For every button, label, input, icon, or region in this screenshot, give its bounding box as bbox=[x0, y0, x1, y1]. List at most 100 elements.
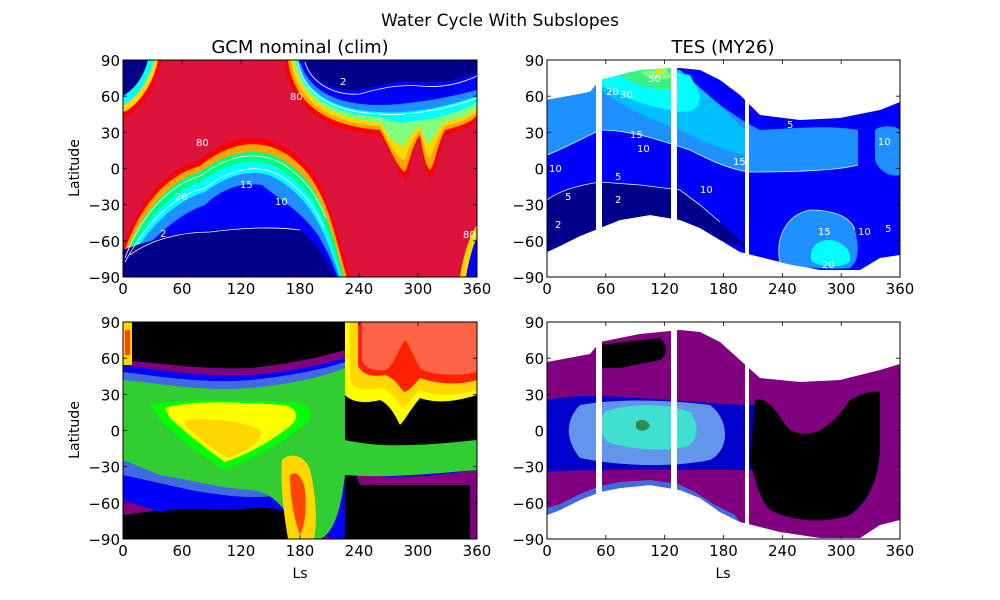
contour-label: 2 bbox=[615, 195, 621, 206]
y-tick-label: −30 bbox=[88, 197, 120, 215]
panel-tes: TES (MY26) 50 30 20 bbox=[512, 37, 914, 298]
figure-title: Water Cycle With Subslopes bbox=[381, 11, 619, 31]
contour-label: 80 bbox=[290, 92, 303, 103]
contour-label: 80 bbox=[196, 138, 209, 149]
contour-label: 5 bbox=[787, 120, 793, 131]
x-tick-label: 60 bbox=[596, 542, 615, 560]
contour-line bbox=[129, 227, 301, 256]
x-tick-label: 240 bbox=[345, 542, 374, 560]
field-yellow-peak bbox=[655, 69, 664, 75]
xlabel-bottom-right: Ls bbox=[715, 566, 730, 582]
y-tick-label: −30 bbox=[512, 197, 544, 215]
field-south-low bbox=[123, 227, 335, 277]
x-tick-label: 0 bbox=[118, 542, 128, 560]
x-tick-label: 120 bbox=[650, 280, 679, 298]
contour-line bbox=[124, 168, 325, 263]
ylabel-top: Latitude bbox=[67, 139, 83, 197]
contour-label: 5 bbox=[885, 224, 891, 235]
x-tick-label: 60 bbox=[172, 542, 191, 560]
y-tick-label: 60 bbox=[101, 350, 120, 368]
x-tick-label: 240 bbox=[345, 280, 374, 298]
x-tick-label: 240 bbox=[768, 280, 797, 298]
field-south-orange bbox=[290, 473, 306, 535]
contour-label: 10 bbox=[275, 197, 288, 208]
data-gap bbox=[671, 60, 677, 277]
x-tick-label: 120 bbox=[227, 542, 256, 560]
x-tick-label: 240 bbox=[768, 542, 797, 560]
y-tick-label: 90 bbox=[525, 314, 544, 332]
xlabel-bottom-left: Ls bbox=[292, 566, 307, 582]
contour-label: 20 bbox=[822, 260, 835, 271]
x-tick-label: 180 bbox=[709, 542, 738, 560]
heatmap-tes: 50 30 20 15 10 10 5 2 2 5 15 10 5 15 20 … bbox=[547, 60, 900, 277]
x-tick-label: 0 bbox=[542, 542, 552, 560]
y-tick-label: −30 bbox=[512, 459, 544, 477]
contour-line bbox=[547, 129, 859, 173]
y-tick-label: −30 bbox=[88, 459, 120, 477]
contour-line bbox=[778, 209, 856, 263]
panel-title-tes: TES (MY26) bbox=[671, 37, 775, 58]
contour-line bbox=[297, 61, 477, 115]
y-tick-label: 90 bbox=[101, 52, 120, 70]
x-tick-label: 180 bbox=[286, 280, 315, 298]
y-tick-label: 0 bbox=[534, 161, 544, 179]
panel-gcm-nominal: GCM nominal (clim) bbox=[88, 37, 491, 298]
y-tick-label: 30 bbox=[525, 124, 544, 142]
field-south-cyan bbox=[810, 240, 851, 267]
y-tick-label: 90 bbox=[101, 314, 120, 332]
x-tick-label: 60 bbox=[172, 280, 191, 298]
heatmap-tes-bottom bbox=[547, 322, 900, 539]
x-tick-label: 180 bbox=[286, 542, 315, 560]
y-tick-label: −60 bbox=[88, 495, 120, 513]
contour-label: 10 bbox=[700, 185, 713, 196]
x-tick-label: 360 bbox=[886, 542, 915, 560]
data-gap bbox=[596, 60, 602, 277]
x-tick-label: 360 bbox=[463, 542, 492, 560]
contour-label: 10 bbox=[637, 144, 650, 155]
y-tick-label: −60 bbox=[512, 233, 544, 251]
contour-label: 5 bbox=[615, 172, 621, 183]
field-gold bbox=[185, 419, 261, 458]
data-gap bbox=[671, 322, 677, 539]
data-gap bbox=[596, 322, 602, 539]
contour-label: 80 bbox=[463, 230, 476, 241]
x-tick-label: 300 bbox=[827, 280, 856, 298]
y-tick-label: 30 bbox=[525, 386, 544, 404]
field-north-left-low bbox=[123, 60, 148, 96]
data-gap bbox=[745, 60, 749, 277]
contour-label: 2 bbox=[555, 220, 561, 231]
y-tick-label: −90 bbox=[88, 531, 120, 549]
x-tick-label: 120 bbox=[227, 280, 256, 298]
field-ne-tomato bbox=[362, 322, 477, 375]
contour-label: 20 bbox=[175, 192, 188, 203]
y-tick-label: −60 bbox=[512, 495, 544, 513]
panel-title-gcm: GCM nominal (clim) bbox=[211, 37, 388, 58]
contour-label: 10 bbox=[549, 164, 562, 175]
y-tick-label: 90 bbox=[525, 52, 544, 70]
contour-label: 2 bbox=[340, 77, 346, 88]
contour-line bbox=[124, 155, 327, 259]
y-tick-label: 60 bbox=[101, 88, 120, 106]
ylabel-bottom: Latitude bbox=[67, 401, 83, 459]
y-tick-label: −90 bbox=[88, 269, 120, 287]
x-tick-label: 180 bbox=[709, 280, 738, 298]
x-tick-label: 60 bbox=[596, 280, 615, 298]
field-black-north bbox=[600, 338, 666, 368]
contour-label: 10 bbox=[878, 137, 891, 148]
field-southeast-corner-low bbox=[466, 238, 477, 277]
x-tick-label: 300 bbox=[404, 280, 433, 298]
x-tick-label: 0 bbox=[542, 280, 552, 298]
contour-line bbox=[304, 61, 477, 95]
y-tick-label: 0 bbox=[110, 423, 120, 441]
heatmap-gcm-bottom bbox=[123, 322, 477, 539]
x-tick-label: 300 bbox=[827, 542, 856, 560]
x-tick-label: 300 bbox=[404, 542, 433, 560]
field-west-strip-red bbox=[125, 330, 130, 355]
heatmap-gcm: 2 20 15 10 80 80 2 80 bbox=[123, 60, 477, 277]
contour-label: 15 bbox=[630, 130, 643, 141]
